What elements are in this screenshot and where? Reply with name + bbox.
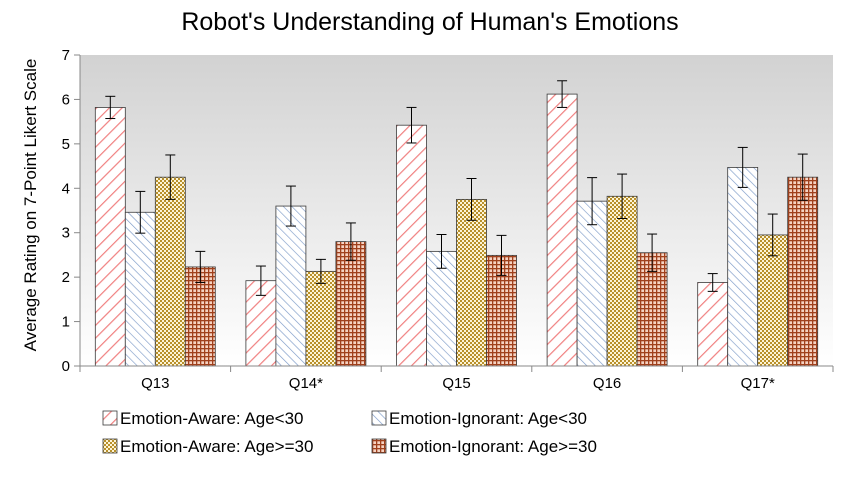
y-tick-label: 2 <box>62 269 70 286</box>
bars-layer <box>94 80 819 367</box>
bar <box>275 205 307 367</box>
bar <box>576 200 608 367</box>
y-tick-label: 7 <box>62 47 70 64</box>
legend-swatch <box>102 438 118 454</box>
bar <box>426 250 457 367</box>
y-tick-label: 1 <box>62 314 70 331</box>
x-tick-label: Q16 <box>593 375 621 392</box>
y-tick-label: 4 <box>62 180 70 197</box>
bar <box>787 176 819 367</box>
legend: Emotion-Aware: Age<30 Emotion-Ignorant: A… <box>102 409 597 456</box>
y-tick-label: 5 <box>62 136 70 153</box>
y-tick-label: 6 <box>62 91 70 108</box>
bar <box>396 124 427 367</box>
legend-swatch <box>371 410 387 426</box>
bar <box>727 167 759 367</box>
bar <box>697 282 729 367</box>
legend-swatch <box>371 438 387 454</box>
legend-label: Emotion-Aware: Age<30 <box>120 409 304 428</box>
x-tick-label: Q14* <box>289 375 323 392</box>
bar <box>335 241 367 367</box>
bar <box>606 195 638 367</box>
legend-swatch <box>102 410 118 426</box>
chart-title: Robot's Understanding of Human's Emotion… <box>181 8 678 36</box>
bar <box>456 198 487 367</box>
bar <box>305 270 337 367</box>
bar <box>184 266 216 367</box>
bar <box>546 93 578 367</box>
x-tick-label: Q17* <box>741 375 775 392</box>
x-tick-label: Q15 <box>442 375 470 392</box>
legend-label: Emotion-Aware: Age>=30 <box>120 437 313 456</box>
bar <box>124 211 156 367</box>
legend-label: Emotion-Ignorant: Age<30 <box>389 409 587 428</box>
y-axis-label: Average Rating on 7-Point Likert Scale <box>21 59 40 352</box>
bar <box>154 176 186 367</box>
x-tick-label: Q13 <box>141 375 169 392</box>
y-tick-label: 3 <box>62 225 70 242</box>
legend-label: Emotion-Ignorant: Age>=30 <box>389 437 597 456</box>
axes-layer: 0 1 2 3 4 5 6 7 Q13 Q14* Q15 Q16 Q17* <box>62 47 834 392</box>
bar <box>94 107 126 367</box>
y-tick-label: 0 <box>62 358 70 375</box>
